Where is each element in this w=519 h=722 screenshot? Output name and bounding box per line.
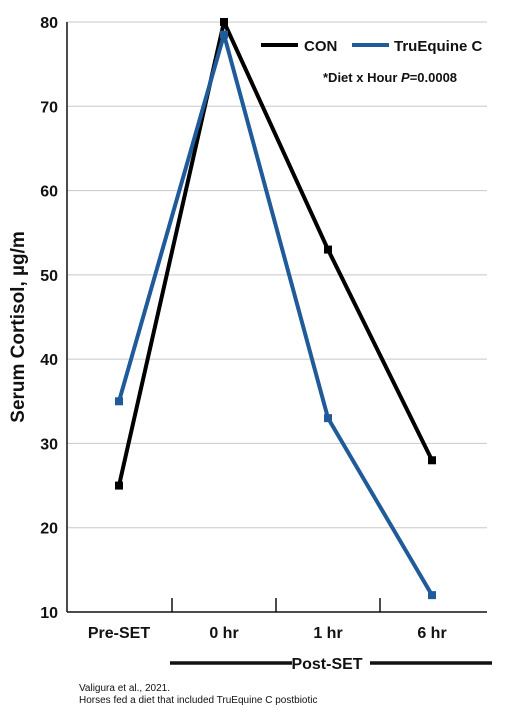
series-layer — [115, 18, 436, 600]
source-note: Valigura et al., 2021. Horses fed a diet… — [79, 683, 317, 707]
y-tick-label: 30 — [40, 436, 58, 453]
data-point-marker — [428, 591, 436, 600]
y-tick-labels: 10 20 30 40 50 60 70 80 — [40, 15, 58, 622]
legend: CON TruEquine C — [261, 38, 483, 55]
gridlines — [67, 21, 487, 529]
series-0 — [115, 18, 436, 490]
y-tick-label: 70 — [40, 99, 58, 116]
legend-label-con: CON — [304, 38, 337, 55]
x-tick-label: 1 hr — [313, 625, 342, 642]
y-tick-label: 40 — [40, 352, 58, 369]
data-point-marker — [220, 30, 228, 39]
data-point-marker — [324, 414, 332, 423]
data-point-marker — [115, 481, 123, 490]
data-point-marker — [428, 456, 436, 465]
y-axis-label: Serum Cortisol, µg/m — [8, 231, 29, 422]
x-tick-label: Pre-SET — [88, 625, 150, 642]
y-tick-label: 50 — [40, 268, 58, 285]
series-line — [117, 32, 434, 597]
post-set-label: Post-SET — [291, 656, 362, 673]
post-set-bracket: Post-SET — [170, 656, 492, 673]
x-tick-label: 6 hr — [417, 625, 446, 642]
axes — [66, 22, 487, 613]
source-citation: Valigura et al., 2021. — [79, 683, 170, 694]
data-point-marker — [115, 397, 123, 406]
source-description: Horses fed a diet that included TruEquin… — [79, 695, 318, 706]
y-tick-label: 60 — [40, 184, 58, 201]
data-point-marker — [220, 18, 228, 26]
y-tick-label: 80 — [40, 15, 58, 32]
x-tick-label: 0 hr — [209, 625, 238, 642]
y-tick-label: 20 — [40, 521, 58, 538]
series-1 — [115, 30, 436, 600]
significance-annotation: *Diet x Hour P=0.0008 — [323, 70, 457, 85]
x-tick-labels: Pre-SET 0 hr 1 hr 6 hr — [88, 625, 447, 642]
data-point-marker — [324, 245, 332, 254]
x-category-separators — [171, 598, 381, 612]
legend-label-truequine: TruEquine C — [394, 38, 483, 55]
y-tick-label: 10 — [40, 605, 58, 622]
series-line — [117, 20, 434, 487]
